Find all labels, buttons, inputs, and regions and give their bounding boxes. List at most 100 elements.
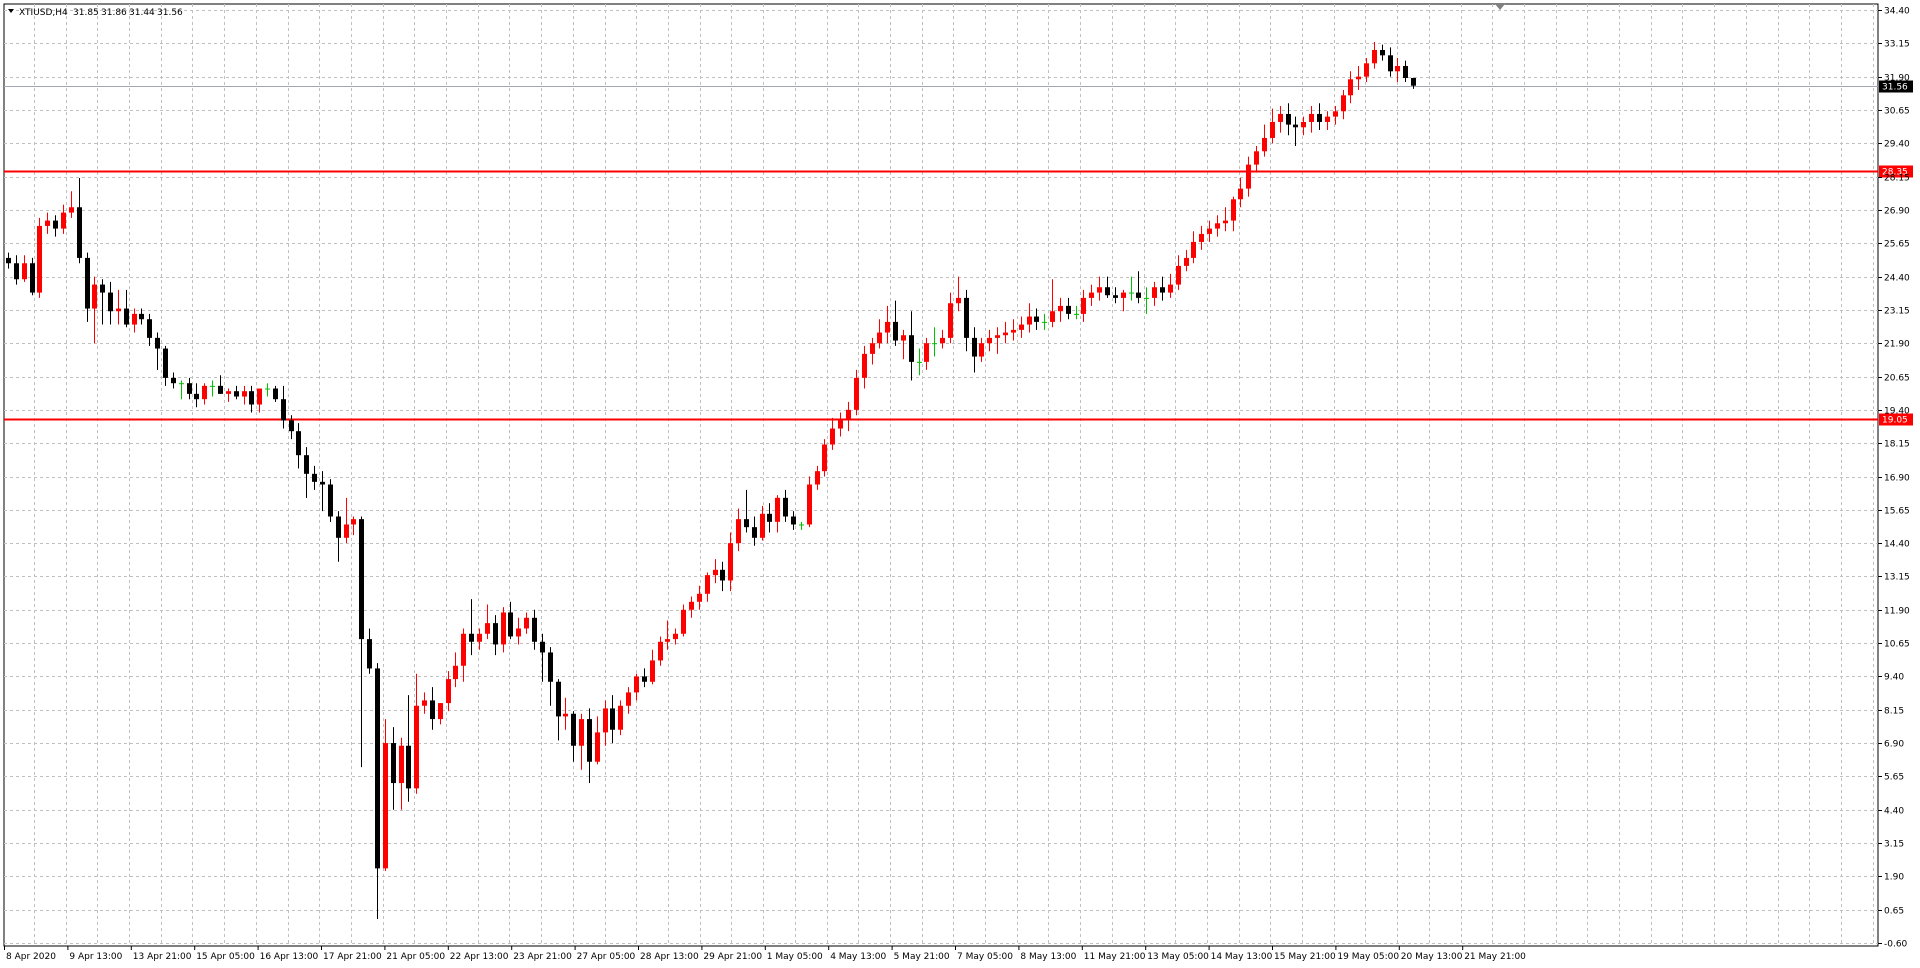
candle-body [838, 421, 843, 429]
candle-body [697, 594, 702, 602]
x-tick-label: 13 Apr 21:00 [133, 952, 192, 962]
candle-body [932, 343, 937, 344]
candle-body [854, 378, 859, 410]
x-tick-label: 22 Apr 13:00 [450, 952, 509, 962]
y-tick-label: 26.90 [1884, 207, 1910, 217]
candle-body [752, 527, 757, 538]
candle-body [901, 335, 906, 340]
candle-body [1333, 111, 1338, 116]
candle-body [830, 429, 835, 445]
candle-body [194, 394, 199, 399]
candle-body [281, 399, 286, 420]
y-tick-label: 19.40 [1884, 407, 1910, 417]
candle-body [885, 322, 890, 333]
candle-body [406, 746, 411, 789]
candle-body [1050, 311, 1055, 322]
candle-body [179, 383, 184, 384]
candle-body [30, 263, 35, 292]
y-tick-label: 5.65 [1884, 773, 1904, 783]
y-tick-label: 3.15 [1884, 840, 1904, 850]
candle-body [501, 612, 506, 644]
candle-body [626, 692, 631, 705]
candle-body [163, 349, 168, 378]
candle-body [155, 338, 160, 349]
candle-body [218, 386, 223, 394]
candle-body [320, 482, 325, 485]
x-tick-label: 29 Apr 21:00 [703, 952, 762, 962]
x-tick-label: 11 May 21:00 [1084, 952, 1146, 962]
candle-body [909, 335, 914, 362]
y-tick-label: 30.65 [1884, 107, 1910, 117]
y-tick-label: 16.90 [1884, 474, 1910, 484]
candle-body [399, 746, 404, 783]
x-tick-label: 28 Apr 13:00 [640, 952, 699, 962]
candle-body [1144, 298, 1149, 299]
candle-body [736, 519, 741, 543]
candle-body [713, 570, 718, 575]
candle-body [995, 335, 1000, 338]
candle-body [1372, 50, 1377, 63]
y-tick-label: 8.15 [1884, 707, 1904, 717]
candle-body [1011, 330, 1016, 333]
candle-body [14, 263, 19, 279]
price-axis[interactable]: 34.40 33.15 31.90 30.65 29.40 28.15 26.90 25.65… [1878, 7, 1910, 950]
y-tick-label: 6.90 [1884, 740, 1904, 750]
candle-body [485, 623, 490, 634]
candle-body [658, 642, 663, 661]
candle-body [124, 309, 129, 325]
y-tick-label: 11.90 [1884, 607, 1910, 617]
candle-body [312, 474, 317, 482]
y-tick-label: 33.15 [1884, 40, 1910, 50]
candle-body [296, 431, 301, 455]
candle-body [673, 634, 678, 639]
candle-body [979, 343, 984, 356]
candle-body [1152, 287, 1157, 298]
candle-body [453, 666, 458, 679]
candle-body [1341, 95, 1346, 111]
candle-body [893, 322, 898, 341]
time-axis[interactable]: 8 Apr 2020 9 Apr 13:00 13 Apr 21:00 15 Apr … [5, 946, 1527, 962]
candle-body [775, 498, 780, 522]
x-tick-label: 5 May 21:00 [894, 952, 950, 962]
y-tick-label: 9.40 [1884, 673, 1904, 683]
candle-body [1027, 317, 1032, 325]
candle-body [1411, 78, 1416, 86]
candle-body [642, 676, 647, 681]
candle-body [689, 602, 694, 610]
chart-plot-area[interactable] [4, 4, 1878, 946]
candle-body [1348, 79, 1353, 95]
y-tick-label: 21.90 [1884, 340, 1910, 350]
x-tick-label: 16 Apr 13:00 [260, 952, 319, 962]
y-tick-label: 10.65 [1884, 640, 1910, 650]
candle-body [1074, 314, 1079, 315]
y-tick-label: 34.40 [1884, 7, 1910, 17]
candle-body [1113, 295, 1118, 298]
candle-body [6, 258, 11, 263]
x-tick-label: 8 May 13:00 [1020, 952, 1076, 962]
candle-body [438, 703, 443, 719]
candle-body [304, 455, 309, 474]
candle-body [720, 570, 725, 581]
x-tick-label: 17 Apr 21:00 [323, 952, 382, 962]
candle-body [870, 343, 875, 354]
candle-body [1356, 77, 1361, 80]
candle-body [446, 679, 451, 703]
candle-body [414, 706, 419, 789]
y-tick-label: 4.40 [1884, 807, 1904, 817]
candle-body [760, 514, 765, 538]
candle-body [595, 732, 600, 761]
candle-body [987, 338, 992, 343]
candle-body [516, 628, 521, 636]
candle-body [1058, 306, 1063, 311]
candle-body [728, 543, 733, 580]
level-price-label: 19.05 [1882, 416, 1908, 426]
candle-body [336, 516, 341, 537]
candle-body [1286, 114, 1291, 125]
candle-body [1317, 114, 1322, 122]
candle-body [1019, 325, 1024, 330]
candle-body [1129, 293, 1134, 294]
candle-body [1089, 293, 1094, 298]
candle-body [1262, 138, 1267, 151]
